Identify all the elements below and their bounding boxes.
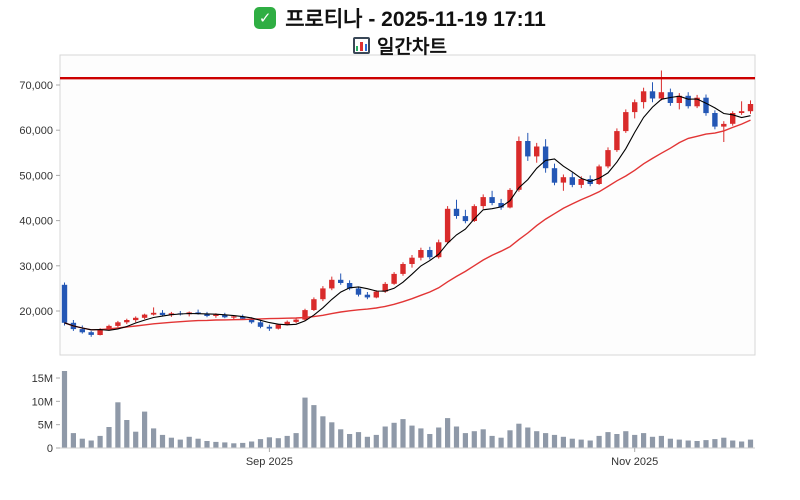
price-axis-label: 20,000: [19, 306, 53, 318]
price-axis-label: 50,000: [19, 170, 53, 182]
date-axis-label: Nov 2025: [611, 456, 658, 468]
subtitle-row: 일간차트: [0, 34, 800, 58]
price-axis-label: 40,000: [19, 216, 53, 228]
volume-bars: [61, 371, 754, 448]
bar-chart-icon: [353, 36, 371, 54]
volume-axis-label: 15M: [32, 373, 53, 385]
volume-axis-label: 5M: [38, 420, 53, 432]
check-mark: ✓: [258, 9, 272, 27]
ma-short-line: [64, 95, 751, 331]
price-axis-label: 30,000: [19, 261, 53, 273]
title-row: ✓ 프로티나 - 2025-11-19 17:11: [0, 5, 800, 31]
price-axis-label: 60,000: [19, 125, 53, 137]
date-axis-label: Sep 2025: [246, 456, 293, 468]
price-axis-label: 70,000: [19, 80, 53, 92]
chart-type-label: 일간차트: [377, 36, 447, 58]
chart-title: 프로티나 - 2025-11-19 17:11: [285, 8, 546, 31]
volume-axis-label: 0: [47, 443, 53, 455]
ma-long-line: [64, 119, 751, 331]
chart-header: ✓ 프로티나 - 2025-11-19 17:11 일간차트: [0, 0, 800, 58]
checkbox-checked-icon: ✓: [254, 7, 277, 29]
price-panel: [59, 54, 756, 356]
volume-axis-label: 10M: [32, 396, 53, 408]
